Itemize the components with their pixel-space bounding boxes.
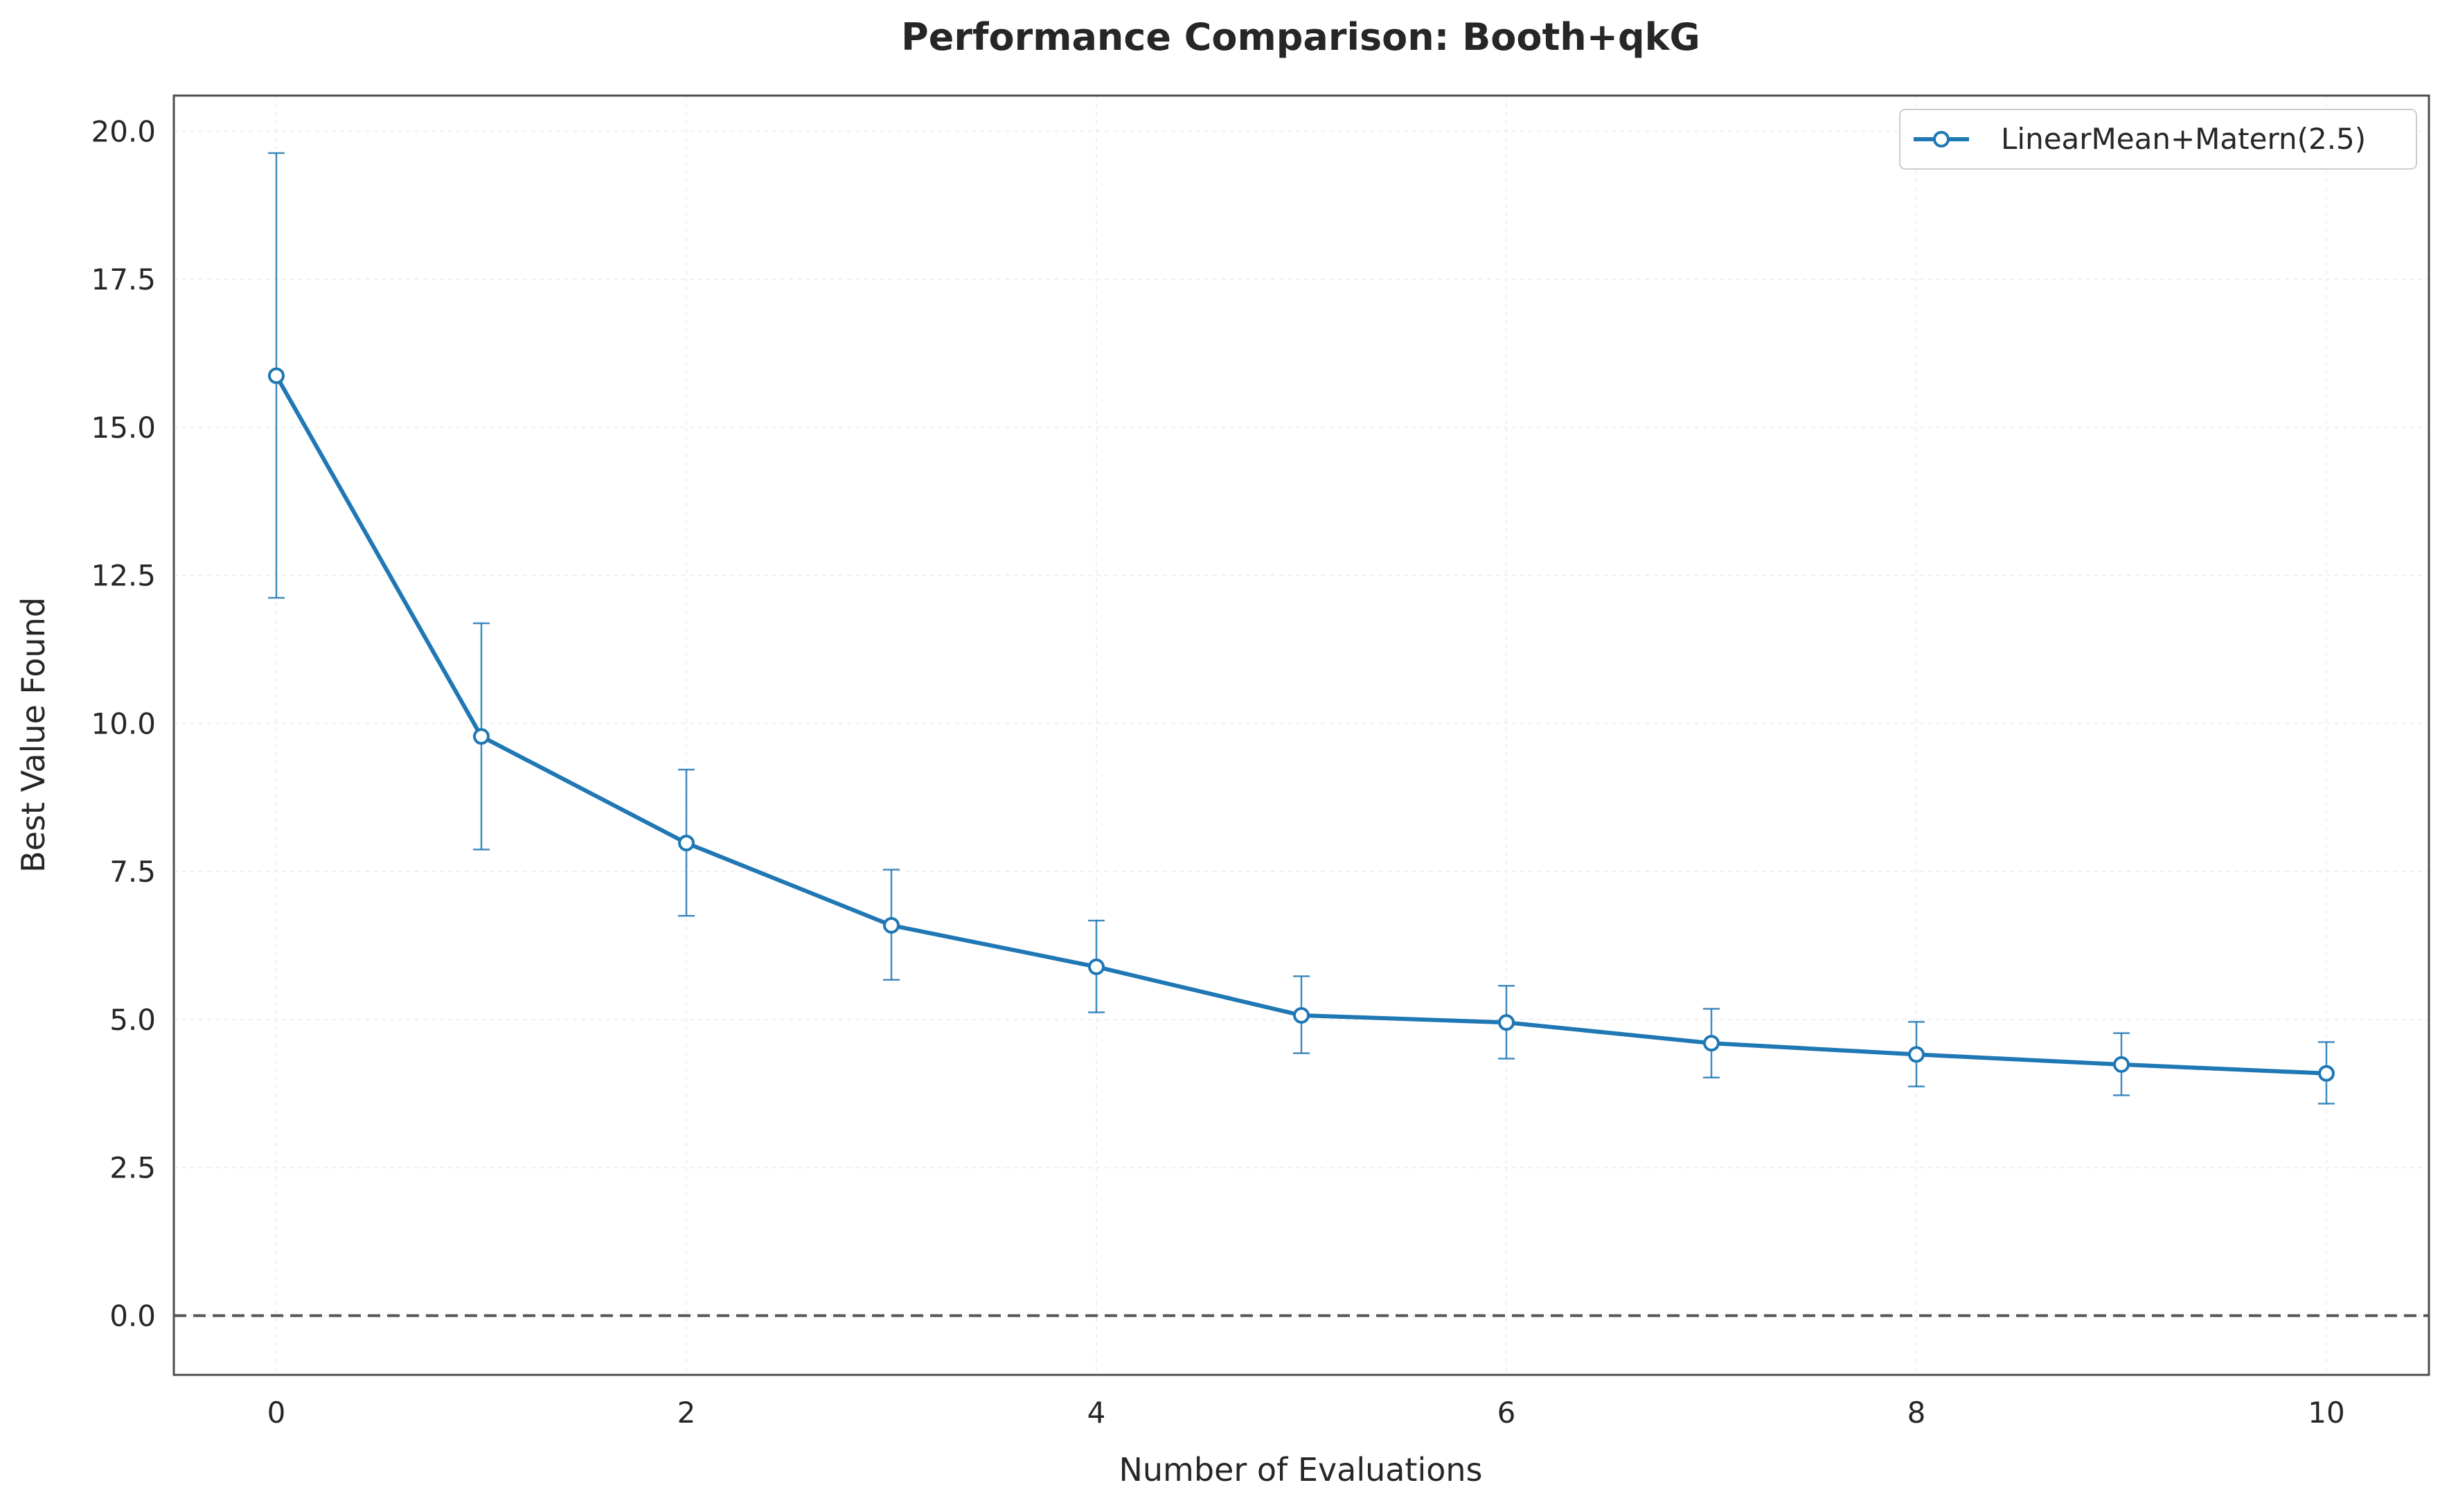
y-tick-label: 12.5 xyxy=(91,559,156,593)
x-tick-label: 4 xyxy=(1087,1396,1106,1430)
chart-title: Performance Comparison: Booth+qkG xyxy=(901,15,1700,59)
x-axis-label: Number of Evaluations xyxy=(1119,1451,1482,1488)
series-line xyxy=(274,374,2327,1076)
x-tick-label: 2 xyxy=(677,1396,696,1430)
y-axis-label: Best Value Found xyxy=(15,597,52,873)
series-group xyxy=(268,152,2335,1105)
y-axis-ticks: 0.0 2.5 5.0 7.5 10.0 12.5 15.0 17.5 20.0 xyxy=(91,114,156,1333)
data-point xyxy=(473,728,490,745)
data-point xyxy=(883,916,900,934)
data-point xyxy=(1293,1006,1310,1024)
y-tick-label: 2.5 xyxy=(109,1151,156,1185)
y-tick-label: 5.0 xyxy=(109,1003,156,1037)
legend-marker xyxy=(1933,131,1950,148)
x-tick-label: 0 xyxy=(267,1396,286,1430)
legend-label: LinearMean+Matern(2.5) xyxy=(2001,122,2366,156)
data-point xyxy=(678,835,695,852)
y-tick-label: 17.5 xyxy=(91,263,156,296)
x-tick-label: 6 xyxy=(1497,1396,1516,1430)
legend: LinearMean+Matern(2.5) xyxy=(1899,109,2417,170)
data-point xyxy=(268,367,285,384)
y-tick-label: 0.0 xyxy=(109,1299,156,1333)
plot-frame xyxy=(172,94,2430,1376)
y-tick-label: 7.5 xyxy=(109,855,156,889)
data-point xyxy=(1908,1046,1925,1063)
data-point xyxy=(1498,1014,1515,1031)
data-point xyxy=(1703,1035,1720,1052)
y-tick-label: 10.0 xyxy=(91,706,156,740)
legend-box xyxy=(1899,109,2417,170)
grid xyxy=(174,96,2429,1375)
x-tick-label: 8 xyxy=(1907,1396,1926,1430)
data-point xyxy=(1088,958,1105,975)
data-point xyxy=(2113,1056,2130,1073)
x-axis-ticks: 0 2 4 6 8 10 xyxy=(267,1396,2345,1430)
y-tick-label: 15.0 xyxy=(91,411,156,445)
y-tick-label: 20.0 xyxy=(91,114,156,148)
x-tick-label: 10 xyxy=(2308,1396,2344,1430)
data-point xyxy=(2318,1065,2335,1082)
